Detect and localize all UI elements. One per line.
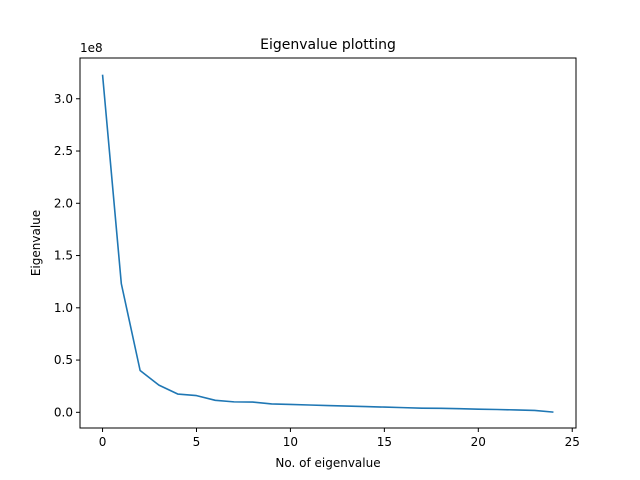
chart-title: Eigenvalue plotting <box>260 37 396 53</box>
y-tick-label: 2.0 <box>54 196 73 210</box>
y-tick-label: 0.0 <box>54 405 73 419</box>
x-tick-label: 20 <box>471 435 486 449</box>
x-tick-label: 5 <box>193 435 201 449</box>
y-axis-label: Eigenvalue <box>29 210 43 276</box>
series-layer <box>101 74 554 413</box>
y-tick-label: 0.5 <box>54 353 73 367</box>
y-tick-label: 1.0 <box>54 301 73 315</box>
y-offset-label: 1e8 <box>80 41 103 55</box>
x-axis-label: No. of eigenvalue <box>275 456 380 470</box>
y-tick-label: 2.5 <box>54 144 73 158</box>
y-tick-label: 1.5 <box>54 249 73 263</box>
series-line <box>101 74 554 413</box>
ticks-layer: 0 5 10 15 20 25 0.0 0.5 1.0 1.5 2.0 2.5 3.0 <box>54 92 580 449</box>
x-tick-label: 0 <box>99 435 107 449</box>
y-tick-label: 3.0 <box>54 92 73 106</box>
x-tick-label: 10 <box>283 435 298 449</box>
plot-area <box>80 58 576 428</box>
x-tick-label: 25 <box>565 435 580 449</box>
plot-frame <box>79 57 577 429</box>
x-tick-label: 15 <box>377 435 392 449</box>
